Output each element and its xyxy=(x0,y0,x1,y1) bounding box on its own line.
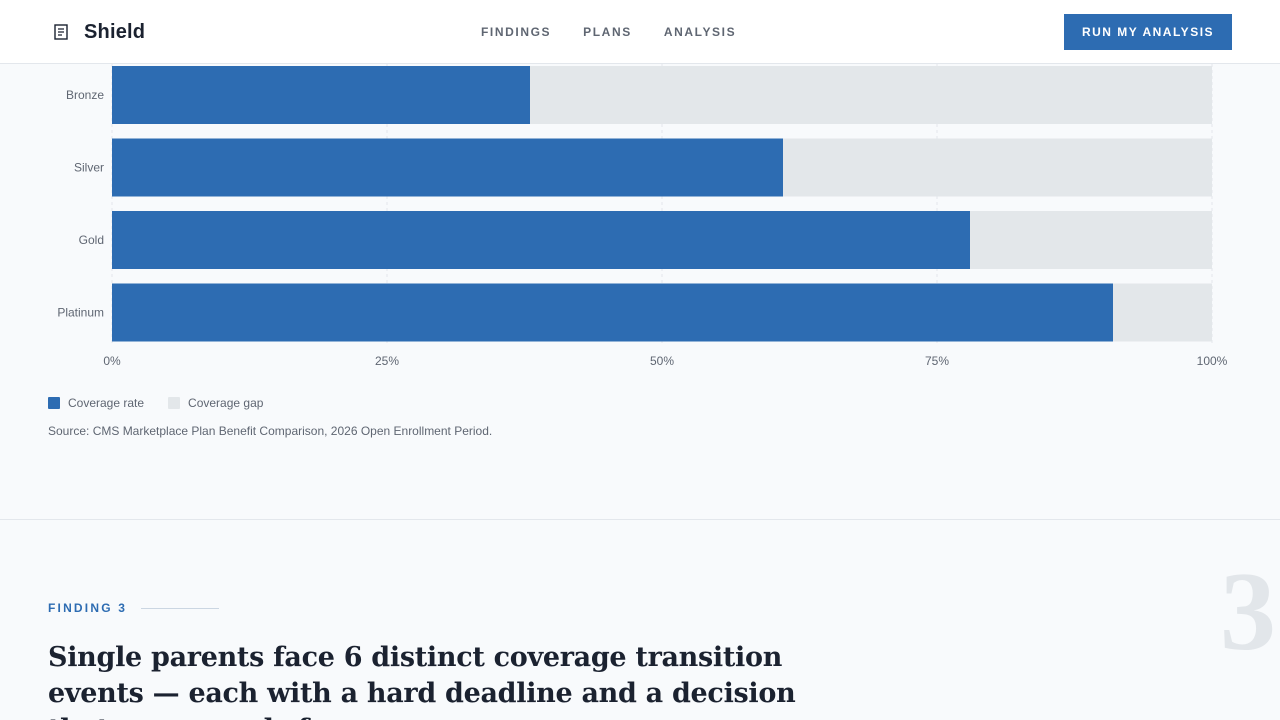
brand-name: Shield xyxy=(84,20,146,43)
shield-icon xyxy=(54,24,68,40)
x-tick-label: 100% xyxy=(1197,354,1228,368)
x-tick-label: 25% xyxy=(375,354,399,368)
finding-number: 3 xyxy=(1220,550,1276,674)
section-divider xyxy=(0,519,1280,520)
legend-label-coverage-rate: Coverage rate xyxy=(68,396,145,410)
bar-coverage-gap xyxy=(530,66,1212,124)
brand[interactable]: Shield xyxy=(54,20,145,44)
legend-label-coverage-gap: Coverage gap xyxy=(188,396,264,410)
legend-coverage-gap: Coverage gap xyxy=(168,396,263,410)
finding-rule xyxy=(141,607,220,609)
bar-coverage-rate xyxy=(112,283,1113,342)
legend-coverage-rate: Coverage rate xyxy=(48,396,144,410)
main-nav: FINDINGS PLANS ANALYSIS xyxy=(481,24,768,40)
bar-coverage-gap xyxy=(1113,283,1212,342)
x-tick-label: 75% xyxy=(925,354,949,368)
run-analysis-button[interactable]: RUN MY ANALYSIS xyxy=(1064,14,1232,50)
bar-coverage-rate xyxy=(112,211,970,269)
bar-coverage-gap xyxy=(970,211,1212,269)
x-tick-label: 0% xyxy=(103,354,121,368)
finding-title: Single parents face 6 distinct coverage … xyxy=(48,642,796,720)
nav-analysis[interactable]: ANALYSIS xyxy=(663,25,737,39)
nav-findings[interactable]: FINDINGS xyxy=(481,25,552,39)
x-tick-label: 50% xyxy=(650,354,674,368)
legend-swatch-coverage-rate xyxy=(48,397,60,409)
finding-eyebrow: FINDING 3 xyxy=(48,601,220,615)
bar-coverage-rate xyxy=(112,138,783,197)
coverage-chart-svg: Bronze Silver Gold Platinum 0% 25% 50% 75% 100% xyxy=(57,64,1228,368)
nav-plans[interactable]: PLANS xyxy=(583,25,632,39)
chart-legend: Coverage rate Coverage gap xyxy=(48,396,287,410)
coverage-chart: Bronze Silver Gold Platinum 0% 25% 50% 75% 100% xyxy=(0,64,1280,384)
category-label: Silver xyxy=(74,161,104,175)
legend-swatch-coverage-gap xyxy=(168,397,181,409)
finding-label: FINDING 3 xyxy=(48,601,128,615)
chart-source: Source: CMS Marketplace Plan Benefit Com… xyxy=(48,424,493,438)
bar-coverage-gap xyxy=(783,138,1212,197)
category-label: Platinum xyxy=(57,306,104,320)
bar-coverage-rate xyxy=(112,66,530,124)
site-header: Shield FINDINGS PLANS ANALYSIS RUN MY AN… xyxy=(0,0,1280,64)
category-label: Gold xyxy=(79,233,104,247)
category-label: Bronze xyxy=(66,88,104,102)
